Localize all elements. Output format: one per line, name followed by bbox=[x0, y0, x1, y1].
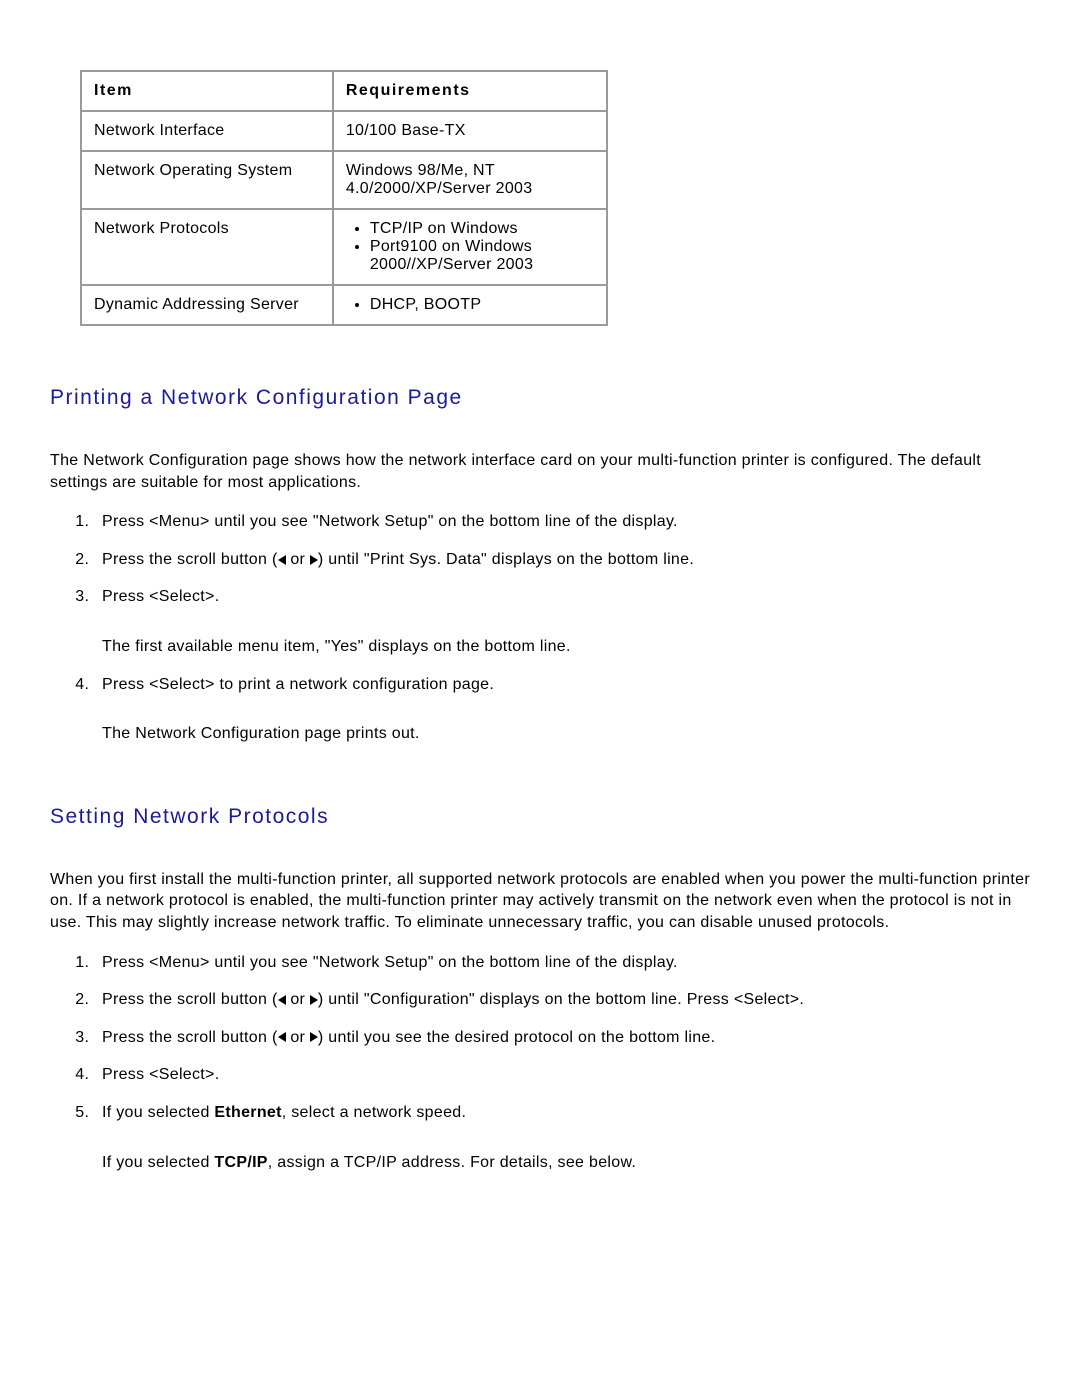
cell-item: Network Interface bbox=[81, 111, 333, 151]
section2-intro: When you first install the multi-functio… bbox=[50, 869, 1030, 934]
section-heading-printing: Printing a Network Configuration Page bbox=[50, 386, 1030, 410]
table-row: Network Interface 10/100 Base-TX bbox=[81, 111, 607, 151]
step: If you selected Ethernet, select a netwo… bbox=[94, 1102, 1030, 1173]
step-text: Press <Select>. bbox=[102, 588, 219, 605]
table-row: Network Protocols TCP/IP on Windows Port… bbox=[81, 209, 607, 285]
step-text: ) until "Print Sys. Data" displays on th… bbox=[318, 551, 694, 568]
cell-item: Network Protocols bbox=[81, 209, 333, 285]
step-text: Press <Select> to print a network config… bbox=[102, 676, 494, 693]
step-text: Press the scroll button ( bbox=[102, 991, 278, 1008]
step: Press <Select> to print a network config… bbox=[94, 674, 1030, 745]
step-text: Press the scroll button ( bbox=[102, 551, 278, 568]
section1-intro: The Network Configuration page shows how… bbox=[50, 450, 1030, 493]
step: Press <Menu> until you see "Network Setu… bbox=[94, 952, 1030, 974]
triangle-left-icon bbox=[278, 1032, 286, 1042]
step-text: ) until you see the desired protocol on … bbox=[318, 1029, 715, 1046]
step-text: ) until "Configuration" displays on the … bbox=[318, 991, 804, 1008]
header-requirements: Requirements bbox=[333, 71, 607, 111]
step-text: If you selected bbox=[102, 1154, 214, 1171]
step: Press <Select>. The first available menu… bbox=[94, 586, 1030, 657]
triangle-right-icon bbox=[310, 555, 318, 565]
step: Press the scroll button ( or ) until "Co… bbox=[94, 989, 1030, 1011]
cell-req: DHCP, BOOTP bbox=[333, 285, 607, 325]
step-bold: Ethernet bbox=[214, 1104, 281, 1121]
step-text: , select a network speed. bbox=[282, 1104, 466, 1121]
step-text: or bbox=[286, 1029, 310, 1046]
table-row: Dynamic Addressing Server DHCP, BOOTP bbox=[81, 285, 607, 325]
step-bold: TCP/IP bbox=[214, 1154, 267, 1171]
cell-req: 10/100 Base-TX bbox=[333, 111, 607, 151]
step: Press <Select>. bbox=[94, 1064, 1030, 1086]
table-header-row: Item Requirements bbox=[81, 71, 607, 111]
step-followup: The Network Configuration page prints ou… bbox=[102, 723, 1030, 745]
step-text: , assign a TCP/IP address. For details, … bbox=[268, 1154, 636, 1171]
step-followup: If you selected TCP/IP, assign a TCP/IP … bbox=[102, 1152, 1030, 1174]
step-followup: The first available menu item, "Yes" dis… bbox=[102, 636, 1030, 658]
cell-req: TCP/IP on Windows Port9100 on Windows 20… bbox=[333, 209, 607, 285]
cell-item: Dynamic Addressing Server bbox=[81, 285, 333, 325]
step: Press <Menu> until you see "Network Setu… bbox=[94, 511, 1030, 533]
step-text: or bbox=[286, 991, 310, 1008]
step-text: If you selected bbox=[102, 1104, 214, 1121]
table-row: Network Operating System Windows 98/Me, … bbox=[81, 151, 607, 209]
cell-item: Network Operating System bbox=[81, 151, 333, 209]
req-list-item: Port9100 on Windows 2000//XP/Server 2003 bbox=[370, 238, 594, 274]
section1-steps: Press <Menu> until you see "Network Setu… bbox=[58, 511, 1030, 745]
triangle-left-icon bbox=[278, 995, 286, 1005]
step-text: or bbox=[286, 551, 310, 568]
req-list-item: TCP/IP on Windows bbox=[370, 220, 594, 238]
section2-steps: Press <Menu> until you see "Network Setu… bbox=[58, 952, 1030, 1174]
triangle-right-icon bbox=[310, 995, 318, 1005]
cell-req: Windows 98/Me, NT 4.0/2000/XP/Server 200… bbox=[333, 151, 607, 209]
triangle-right-icon bbox=[310, 1032, 318, 1042]
step: Press the scroll button ( or ) until "Pr… bbox=[94, 549, 1030, 571]
requirements-table: Item Requirements Network Interface 10/1… bbox=[80, 70, 608, 326]
req-list-item: DHCP, BOOTP bbox=[370, 296, 594, 314]
triangle-left-icon bbox=[278, 555, 286, 565]
section-heading-protocols: Setting Network Protocols bbox=[50, 805, 1030, 829]
step-text: Press the scroll button ( bbox=[102, 1029, 278, 1046]
header-item: Item bbox=[81, 71, 333, 111]
step: Press the scroll button ( or ) until you… bbox=[94, 1027, 1030, 1049]
